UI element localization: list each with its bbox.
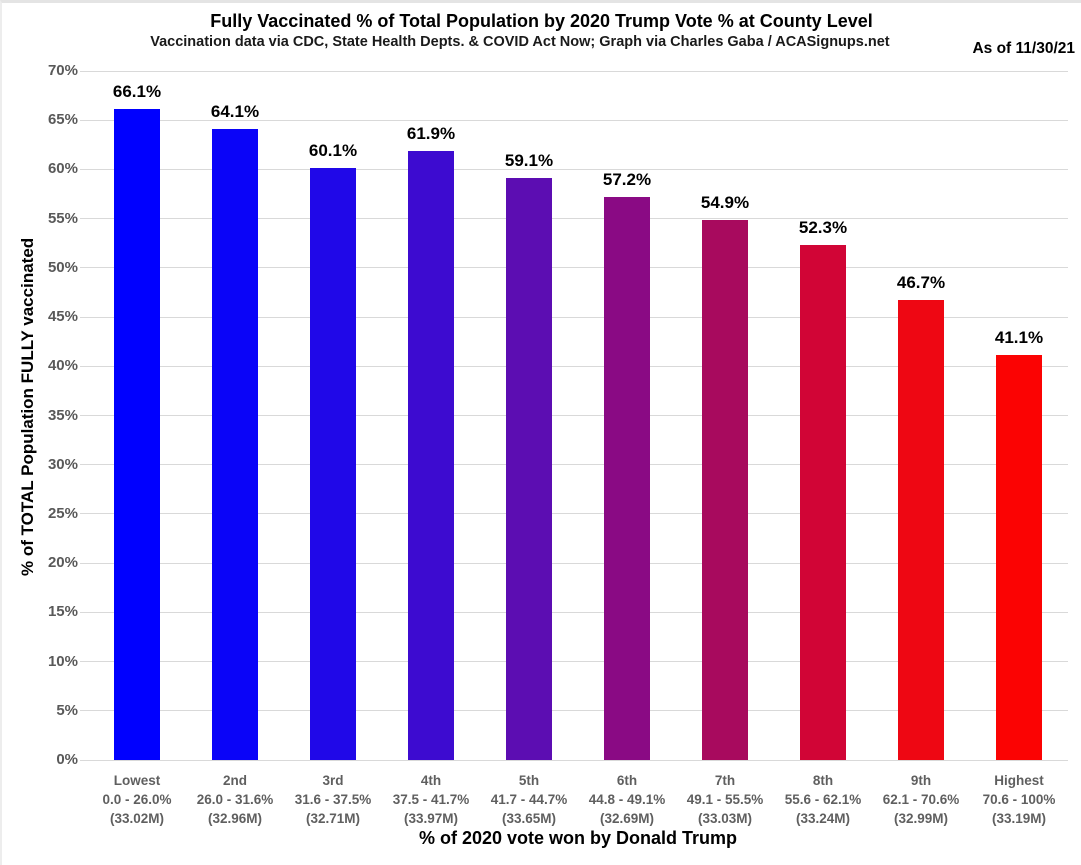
bar — [800, 245, 846, 760]
y-tick-label: 30% — [47, 455, 78, 473]
x-category-label: 3rd 31.6 - 37.5% (32.71M) — [274, 771, 392, 828]
bar — [408, 150, 454, 760]
x-category-label-line: (33.65M) — [501, 811, 557, 826]
x-category-label-line: 31.6 - 37.5% — [294, 792, 372, 807]
x-category-label: 7th 49.1 - 55.5% (33.03M) — [666, 771, 784, 828]
gridline — [80, 611, 1068, 613]
gridline — [80, 218, 1068, 220]
plot-area: 66.1% 64.1% 60.1% 61.9% 59.1% 57.2% 54.9% 52.3%… — [80, 70, 1068, 761]
x-category-label: 5th 41.7 - 44.7% (33.65M) — [470, 771, 588, 828]
bar-value-label: 61.9% — [406, 123, 456, 143]
x-category-label-line: 8th — [812, 773, 834, 788]
x-category-label-line: 9th — [910, 773, 932, 788]
gridline — [80, 119, 1068, 121]
x-category-label: Lowest 0.0 - 26.0% (33.02M) — [78, 771, 196, 828]
x-category-label-line: 0.0 - 26.0% — [102, 792, 172, 807]
bar-value-label: 66.1% — [112, 82, 162, 102]
bar — [604, 197, 650, 760]
gridline — [80, 759, 1068, 761]
x-category-label: Highest 70.6 - 100% (33.19M) — [960, 771, 1078, 828]
x-category-label: 6th 44.8 - 49.1% (32.69M) — [568, 771, 686, 828]
x-category-label-line: 70.6 - 100% — [982, 792, 1056, 807]
bar-value-label: 41.1% — [994, 328, 1044, 348]
x-category-label-line: (33.02M) — [109, 811, 165, 826]
y-tick-label: 55% — [47, 209, 78, 227]
gridline — [80, 562, 1068, 564]
x-category-label-line: (33.97M) — [403, 811, 459, 826]
y-tick-label: 25% — [47, 504, 78, 522]
x-category-label-line: (32.71M) — [305, 811, 361, 826]
x-category-label-line: (32.96M) — [207, 811, 263, 826]
x-category-label-line: (32.99M) — [893, 811, 949, 826]
x-category-label: 9th 62.1 - 70.6% (32.99M) — [862, 771, 980, 828]
x-category-label-line: 2nd — [222, 773, 247, 788]
x-category-label-line: (33.03M) — [697, 811, 753, 826]
bar — [114, 109, 160, 760]
gridline — [80, 267, 1068, 269]
x-category-label-line: 26.0 - 31.6% — [196, 792, 274, 807]
x-category-label-line: 37.5 - 41.7% — [392, 792, 470, 807]
x-category-label-line: 3rd — [322, 773, 344, 788]
bar — [506, 178, 552, 760]
x-category-label-line: Highest — [994, 773, 1044, 788]
gridline — [80, 168, 1068, 170]
x-category-label-line: (32.69M) — [599, 811, 655, 826]
bar-value-label: 57.2% — [602, 170, 652, 189]
y-tick-label: 15% — [47, 603, 78, 621]
y-tick-label: 50% — [47, 258, 78, 276]
x-axis-title: % of 2020 vote won by Donald Trump — [418, 828, 738, 848]
x-category-label: 4th 37.5 - 41.7% (33.97M) — [372, 771, 490, 828]
gridline — [80, 464, 1068, 466]
gridline — [80, 415, 1068, 416]
bar — [996, 355, 1042, 760]
bar — [702, 219, 748, 760]
x-category-label-line: 62.1 - 70.6% — [882, 792, 960, 807]
y-tick-label: 20% — [47, 554, 78, 572]
gridline — [80, 661, 1068, 663]
x-category-label-line: 4th — [420, 773, 442, 788]
y-tick-label: 5% — [56, 701, 78, 719]
as-of-date-label: As of 11/30/21 — [972, 40, 1075, 57]
y-tick-label: 40% — [47, 357, 78, 375]
bar-value-label: 60.1% — [308, 141, 358, 161]
bar-value-label: 64.1% — [210, 102, 260, 122]
y-tick-label: 35% — [47, 406, 78, 424]
bar-value-label: 46.7% — [896, 273, 946, 293]
gridline — [80, 710, 1068, 712]
chart-title: Fully Vaccinated % of Total Population b… — [210, 11, 873, 31]
x-category-label-line: (33.19M) — [991, 811, 1047, 826]
x-category-label: 2nd 26.0 - 31.6% (32.96M) — [176, 771, 294, 828]
x-category-label-line: 55.6 - 62.1% — [784, 792, 862, 807]
y-tick-label: 10% — [47, 652, 78, 670]
y-tick-label: 65% — [47, 111, 78, 129]
bar-value-label: 54.9% — [700, 192, 750, 212]
x-category-label: 8th 55.6 - 62.1% (33.24M) — [764, 771, 882, 828]
gridline — [80, 316, 1068, 318]
y-tick-label: 70% — [47, 62, 78, 79]
x-category-label-line: 44.8 - 49.1% — [588, 792, 666, 807]
x-category-label-line: 6th — [616, 773, 638, 788]
x-category-label-line: 7th — [714, 773, 736, 788]
y-tick-label: 0% — [56, 751, 78, 768]
x-category-label-line: 41.7 - 44.7% — [490, 792, 568, 807]
bar — [212, 129, 258, 760]
y-tick-label: 60% — [47, 160, 78, 178]
bar — [898, 300, 944, 760]
gridline — [80, 513, 1068, 515]
x-category-label-line: (33.24M) — [795, 811, 851, 826]
bar-value-label: 59.1% — [504, 151, 554, 171]
gridline — [80, 70, 1068, 72]
bar — [310, 168, 356, 760]
x-category-label-line: 49.1 - 55.5% — [686, 792, 764, 807]
bar-value-label: 52.3% — [798, 218, 848, 238]
chart-subtitle: Vaccination data via CDC, State Health D… — [150, 34, 890, 50]
y-tick-label: 45% — [47, 308, 78, 326]
x-category-label-line: Lowest — [113, 773, 161, 788]
x-category-label-line: 5th — [518, 773, 540, 788]
gridline — [80, 365, 1068, 367]
